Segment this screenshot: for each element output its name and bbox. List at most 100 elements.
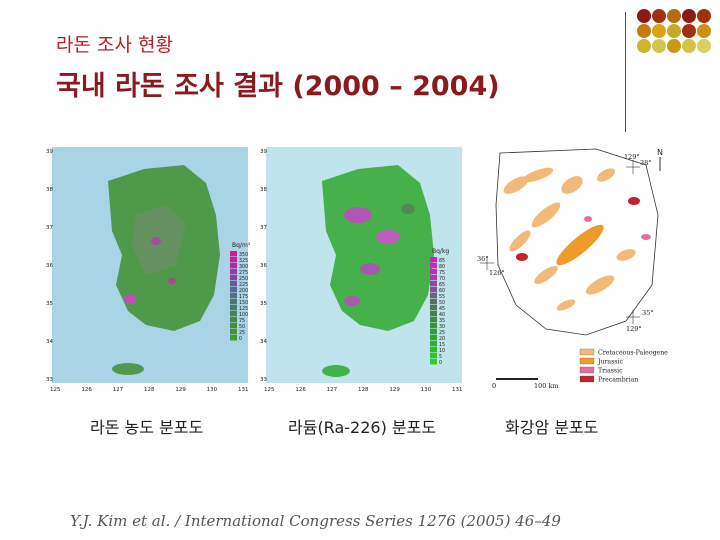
legend-value: 80	[439, 264, 445, 270]
legend-value: 0	[239, 336, 242, 342]
decor-dot	[637, 24, 651, 38]
legend-swatch	[430, 287, 437, 293]
lat-tick-label: 38	[260, 187, 267, 193]
decor-dot	[682, 24, 696, 38]
radium-map: 85 80 75 70 65 60 55 50 45 40 35 30 25 20 15 10 5 0 Bq/kg…	[260, 145, 468, 395]
legend-value: 50	[239, 324, 245, 330]
lat-tick-label: 38	[46, 187, 53, 193]
lat-tick-label: 34	[46, 339, 53, 345]
decor-dot	[697, 24, 711, 38]
legend-value: 300	[239, 264, 248, 270]
legend-swatch	[430, 299, 437, 305]
lat-tick-label: 33	[260, 377, 267, 383]
legend-swatch	[430, 329, 437, 335]
legend-value: 350	[239, 252, 248, 258]
lon-tick-label: 131	[452, 387, 463, 393]
radon-map: 350 325 300 275 250 225 200 175 150 125 100 75 50 25 0…	[46, 145, 254, 395]
citation: Y.J. Kim et al. / International Congress…	[70, 512, 561, 530]
lon-tick-label: 130	[207, 387, 218, 393]
decor-dot	[667, 24, 681, 38]
legend-value: 35	[439, 318, 445, 324]
legend-swatch	[430, 359, 437, 365]
lat-label-left: 36°	[477, 255, 489, 263]
decor-dot	[652, 9, 666, 23]
legend-swatch	[430, 281, 437, 287]
granite-legend-label: Jurassic	[597, 359, 623, 366]
legend-value: 25	[439, 330, 445, 336]
granite-legend-label: Precambrian	[598, 377, 638, 384]
lon-tick-label: 127	[327, 387, 338, 393]
legend-value: 275	[239, 270, 248, 276]
divider-line	[625, 12, 626, 132]
lon-label-left: 126°	[489, 269, 505, 277]
decor-dot	[667, 39, 681, 53]
legend-value: 30	[439, 324, 445, 330]
legend-value: 5	[439, 354, 442, 360]
legend-value: 0	[439, 360, 442, 366]
legend-value: 250	[239, 276, 248, 282]
legend-value: 125	[239, 306, 248, 312]
legend-value: 10	[439, 348, 445, 354]
legend-swatch	[430, 275, 437, 281]
granite-legend-swatch	[579, 357, 595, 365]
legend-swatch	[430, 305, 437, 311]
legend-value: 175	[239, 294, 248, 300]
legend-value: 60	[439, 288, 445, 294]
radium-legend-title: Bq/kg	[432, 248, 449, 255]
lat-tick-label: 36	[260, 263, 267, 269]
lon-label-bottom: 129°	[626, 325, 642, 333]
legend-value: 225	[239, 282, 248, 288]
legend-value: 200	[239, 288, 248, 294]
granite-map-figure: N 129° 38° 36° 126° 35° 129° 0 100 km Cr…	[476, 145, 676, 395]
decor-dot	[697, 39, 711, 53]
legend-swatch	[230, 311, 237, 317]
lat-label-top: 38°	[640, 159, 652, 167]
legend-swatch	[230, 263, 237, 269]
legend-swatch	[230, 323, 237, 329]
lat-tick-label: 36	[46, 263, 53, 269]
decor-dot	[652, 24, 666, 38]
decor-dot	[682, 39, 696, 53]
legend-swatch	[230, 287, 237, 293]
legend-value: 40	[439, 312, 445, 318]
granite-legend-label: Triassic	[598, 368, 623, 375]
legend-swatch	[430, 317, 437, 323]
legend-value: 50	[439, 300, 445, 306]
lat-tick-label: 35	[46, 301, 53, 307]
lon-tick-label: 129	[389, 387, 400, 393]
legend-swatch	[230, 305, 237, 311]
slide-subtitle: 라돈 조사 현황	[56, 34, 173, 56]
decor-dot	[667, 9, 681, 23]
radon-map-caption: 라돈 농도 분포도	[90, 418, 204, 437]
legend-swatch	[230, 299, 237, 305]
decor-dot	[697, 9, 711, 23]
legend-swatch	[430, 269, 437, 275]
radium-map-caption: 라듐(Ra-226) 분포도	[288, 418, 437, 437]
lat-tick-label: 37	[260, 225, 267, 231]
radon-legend-title: Bq/m³	[232, 242, 251, 249]
lon-tick-label: 126	[81, 387, 92, 393]
lat-tick-label: 35	[260, 301, 267, 307]
legend-swatch	[430, 353, 437, 359]
lon-tick-label: 128	[144, 387, 155, 393]
lon-tick-label: 131	[238, 387, 249, 393]
legend-swatch	[430, 311, 437, 317]
legend-swatch	[230, 251, 237, 257]
legend-swatch	[230, 269, 237, 275]
legend-swatch	[230, 329, 237, 335]
lon-tick-label: 125	[50, 387, 61, 393]
legend-value: 65	[439, 282, 445, 288]
decor-dot	[637, 9, 651, 23]
legend-value: 70	[439, 276, 445, 282]
legend-swatch	[430, 323, 437, 329]
legend-value: 55	[439, 294, 445, 300]
legend-swatch	[230, 293, 237, 299]
lon-tick-label: 128	[358, 387, 369, 393]
granite-legend-swatch	[579, 375, 595, 383]
lat-tick-label: 39	[260, 149, 267, 155]
legend-value: 25	[239, 330, 245, 336]
north-label: N	[657, 148, 663, 157]
granite-legend-swatch	[579, 366, 595, 374]
radon-map-figure: 3503253002752502252001751501251007550250…	[46, 147, 251, 393]
